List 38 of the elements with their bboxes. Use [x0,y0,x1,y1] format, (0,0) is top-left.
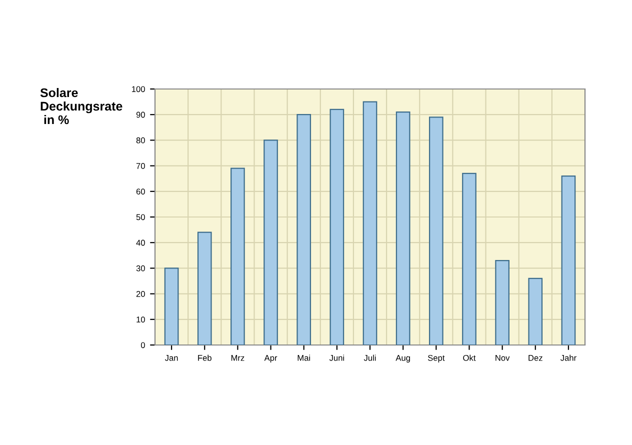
y-tick-label: 0 [140,342,145,348]
y-tick-label: 80 [136,137,145,144]
bar [396,111,410,345]
x-tick-label: Sept [428,354,445,362]
bar [528,278,543,345]
bar [561,175,576,345]
x-tick-label: Jan [164,355,178,361]
y-tick-label: 10 [136,316,145,322]
y-axis-title: Solare Deckungsrate in % [40,88,122,124]
x-tick-label: Juni [329,354,344,361]
bar [296,114,312,345]
bar [428,116,444,345]
x-tick-label: Dez [528,355,542,361]
y-tick-label: 70 [136,163,145,169]
bar [330,108,344,345]
x-tick-label: Mrz [231,355,244,361]
x-tick-label: Jahr [560,354,576,361]
x-tick-label: Okt [463,354,476,361]
bar [230,168,245,345]
bar [495,260,510,345]
x-tick-label: Aug [396,355,410,362]
y-tick-label: 20 [136,291,145,297]
y-tick-label: 90 [136,112,145,118]
y-tick-label: 40 [136,240,145,246]
bar [164,268,179,345]
bar [362,101,378,345]
bar [264,140,278,345]
x-tick-label: Feb [198,354,212,361]
x-tick-label: Nov [496,355,510,361]
bar [462,172,476,345]
y-tick-label: 30 [136,265,145,272]
x-tick-label: Apr [264,355,278,362]
y-tick-label: 100 [132,86,145,92]
y-tick-label: 50 [136,214,145,220]
bar [197,232,212,345]
y-tick-label: 60 [136,188,145,194]
x-tick-label: Mai [298,354,310,361]
x-tick-label: Juli [364,354,376,361]
